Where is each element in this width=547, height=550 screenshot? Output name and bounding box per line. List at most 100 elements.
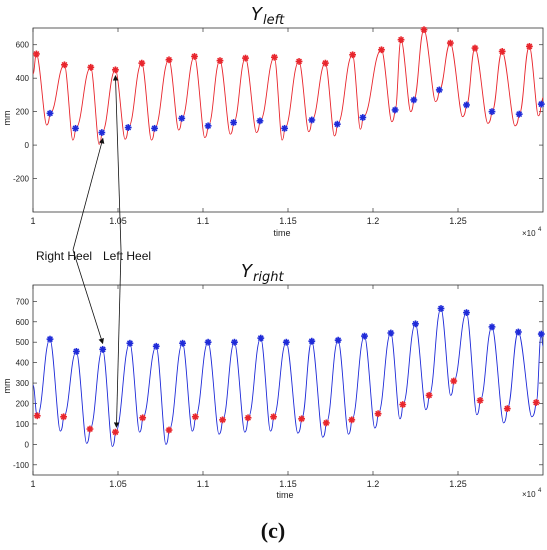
chart-right-peak-marker [72,348,80,355]
chart-right-peak-marker [437,305,445,312]
chart-right-peak-marker [537,330,545,338]
chart-left-valley-marker [124,124,132,131]
chart-right-valley-marker [399,401,407,408]
chart-right-valley-marker [139,414,147,422]
chart-right-valley-marker [298,415,305,423]
chart-left-peak-marker [112,66,119,74]
chart-left-x-tick-label: 1 [30,216,35,226]
chart-left-valley-marker [435,86,443,94]
chart-right-peak-marker [387,329,395,337]
chart-left-x-tick-label: 1.05 [109,216,127,226]
chart-left-valley-marker [46,109,54,117]
chart-right-peak-marker [257,334,265,342]
chart-left-valley-marker [204,122,212,130]
chart-left-peak-marker [165,56,173,64]
chart-left-valley-marker [72,124,79,132]
chart-left-peak-marker [295,58,303,65]
chart-right: Y right mm time ×10 4 1 1.05 1.1 1.15 1.2 1.2… [2,261,545,500]
chart-left-valley-marker [151,124,158,132]
chart-right-ylabel: mm [2,379,12,394]
chart-right-peak-marker [152,342,160,350]
chart-left-peak-marker [378,46,385,54]
figure-caption: (c) [261,518,285,543]
svg-text:×10: ×10 [522,229,536,238]
chart-left-valley-marker [230,119,237,126]
chart-left-valley-marker [256,117,264,125]
chart-right-title: Y [241,261,254,282]
chart-right-y-tick-label: 300 [16,379,30,388]
chart-right-peak-marker [204,338,212,346]
chart-left-peak-marker [138,59,146,67]
chart-left-y-tick-label: 600 [16,41,30,50]
chart-right-peak-marker [412,320,419,328]
chart-left-y-tick-label: 0 [25,141,30,150]
arrow-right-heel-top [72,137,105,251]
chart-right-valley-marker [219,416,226,424]
chart-left-valley-marker [281,124,288,132]
chart-right-x-tick-label: 1.1 [197,479,210,489]
chart-right-peak-marker [126,339,134,347]
chart-right-peak-marker [46,335,54,343]
chart-right-valley-marker [244,414,252,422]
chart-left-peak-marker [349,51,356,59]
chart-left-peak-marker [420,26,428,34]
chart-left-y-tick-label: -200 [13,175,30,184]
chart-right-valley-marker [425,391,433,399]
chart-right-x-tick-label: 1.2 [367,479,380,489]
chart-left-x-exponent: ×10 4 [522,227,542,238]
chart-right-valley-marker [165,426,173,434]
chart-left-peak-marker [216,57,224,65]
chart-left-valley-marker [308,116,316,124]
chart-right-valley-marker [191,413,199,421]
chart-left-valley-marker [410,96,418,104]
chart-right-y-tick-label: 600 [16,318,30,327]
chart-left-x-tick-label: 1.15 [279,216,297,226]
chart-left-peak-marker [87,63,95,71]
chart-right-valley-marker [450,377,458,385]
chart-left-valley-marker [537,100,545,108]
chart-left-x-tick-label: 1.2 [367,216,380,226]
chart-left-valley-marker [98,129,106,136]
chart-left-xlabel: time [273,228,290,238]
chart-right-x-tick-label: 1 [30,479,35,489]
annotation-arrows [72,75,122,428]
chart-left-valley-marker [391,106,399,114]
chart-left-peak-marker [526,43,533,50]
chart-right-peak-marker [334,336,342,344]
chart-right-peak-marker [514,328,522,336]
chart-left-valley-marker [463,101,470,109]
chart-left-title: Y [251,4,264,25]
chart-right-title-sub: right [253,270,284,285]
chart-right-peak-marker [179,339,186,347]
chart-right-y-tick-label: -100 [13,461,30,470]
chart-left-valley-marker [333,120,341,128]
svg-text:4: 4 [538,227,542,233]
chart-left-valley-marker [488,108,496,116]
chart-left-peak-marker [471,44,479,52]
chart-right-x-tick-label: 1.15 [279,479,297,489]
chart-left-valley-marker [515,110,523,118]
chart-right-valley-marker [532,399,540,406]
chart-left-peak-marker [33,50,40,58]
chart-left-peak-marker [498,48,506,55]
chart-right-valley-marker [348,416,356,424]
chart-right-x-exponent: ×10 4 [522,488,542,499]
chart-left-peak-marker [191,53,198,60]
chart-right-y-tick-label: 400 [16,359,30,368]
chart-right-peak-marker [361,332,368,340]
chart-right-x-tick-label: 1.25 [449,479,467,489]
arrow-left-heel-top [112,75,122,251]
annotation-right-heel: Right Heel [36,249,92,263]
chart-right-valley-marker [374,410,382,418]
svg-text:×10: ×10 [522,490,536,499]
chart-left-peak-marker [271,53,278,61]
svg-text:4: 4 [538,488,542,494]
chart-left-peak-marker [446,39,454,47]
chart-right-y-tick-label: 700 [16,297,30,306]
chart-right-peak-marker [463,309,470,316]
chart-left-valley-marker [359,114,367,121]
chart-right-peak-marker [488,323,496,331]
chart-right-peak-marker [99,345,107,353]
